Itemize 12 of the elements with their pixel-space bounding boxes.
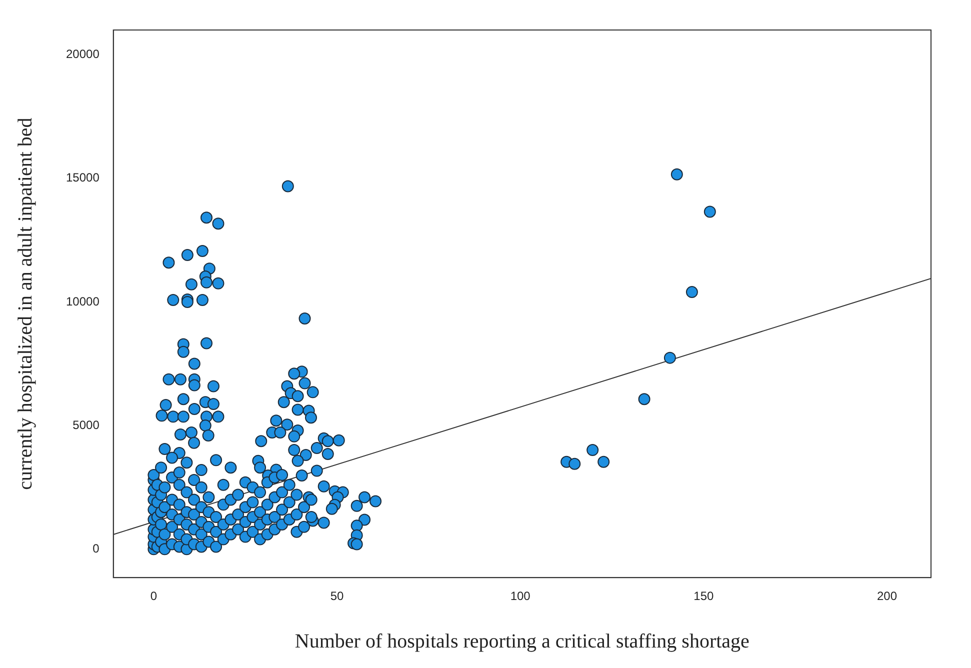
y-tick-label: 15000 — [66, 170, 100, 185]
y-tick-label: 0 — [92, 541, 100, 556]
x-axis-title: Number of hospitals reporting a critical staffing shortage — [294, 630, 750, 652]
x-tick-label: 100 — [510, 589, 531, 604]
y-tick-label: 20000 — [66, 47, 100, 62]
y-tick-label: 10000 — [66, 294, 100, 308]
y-axis-title: currently hospitalized in an adult inpatient bed — [14, 118, 36, 490]
y-tick-label: 5000 — [72, 418, 100, 432]
x-tick-label: 200 — [876, 589, 898, 604]
x-tick-label: 150 — [694, 589, 714, 604]
x-tick-label: 50 — [330, 589, 344, 604]
x-tick-label: 0 — [150, 589, 158, 604]
